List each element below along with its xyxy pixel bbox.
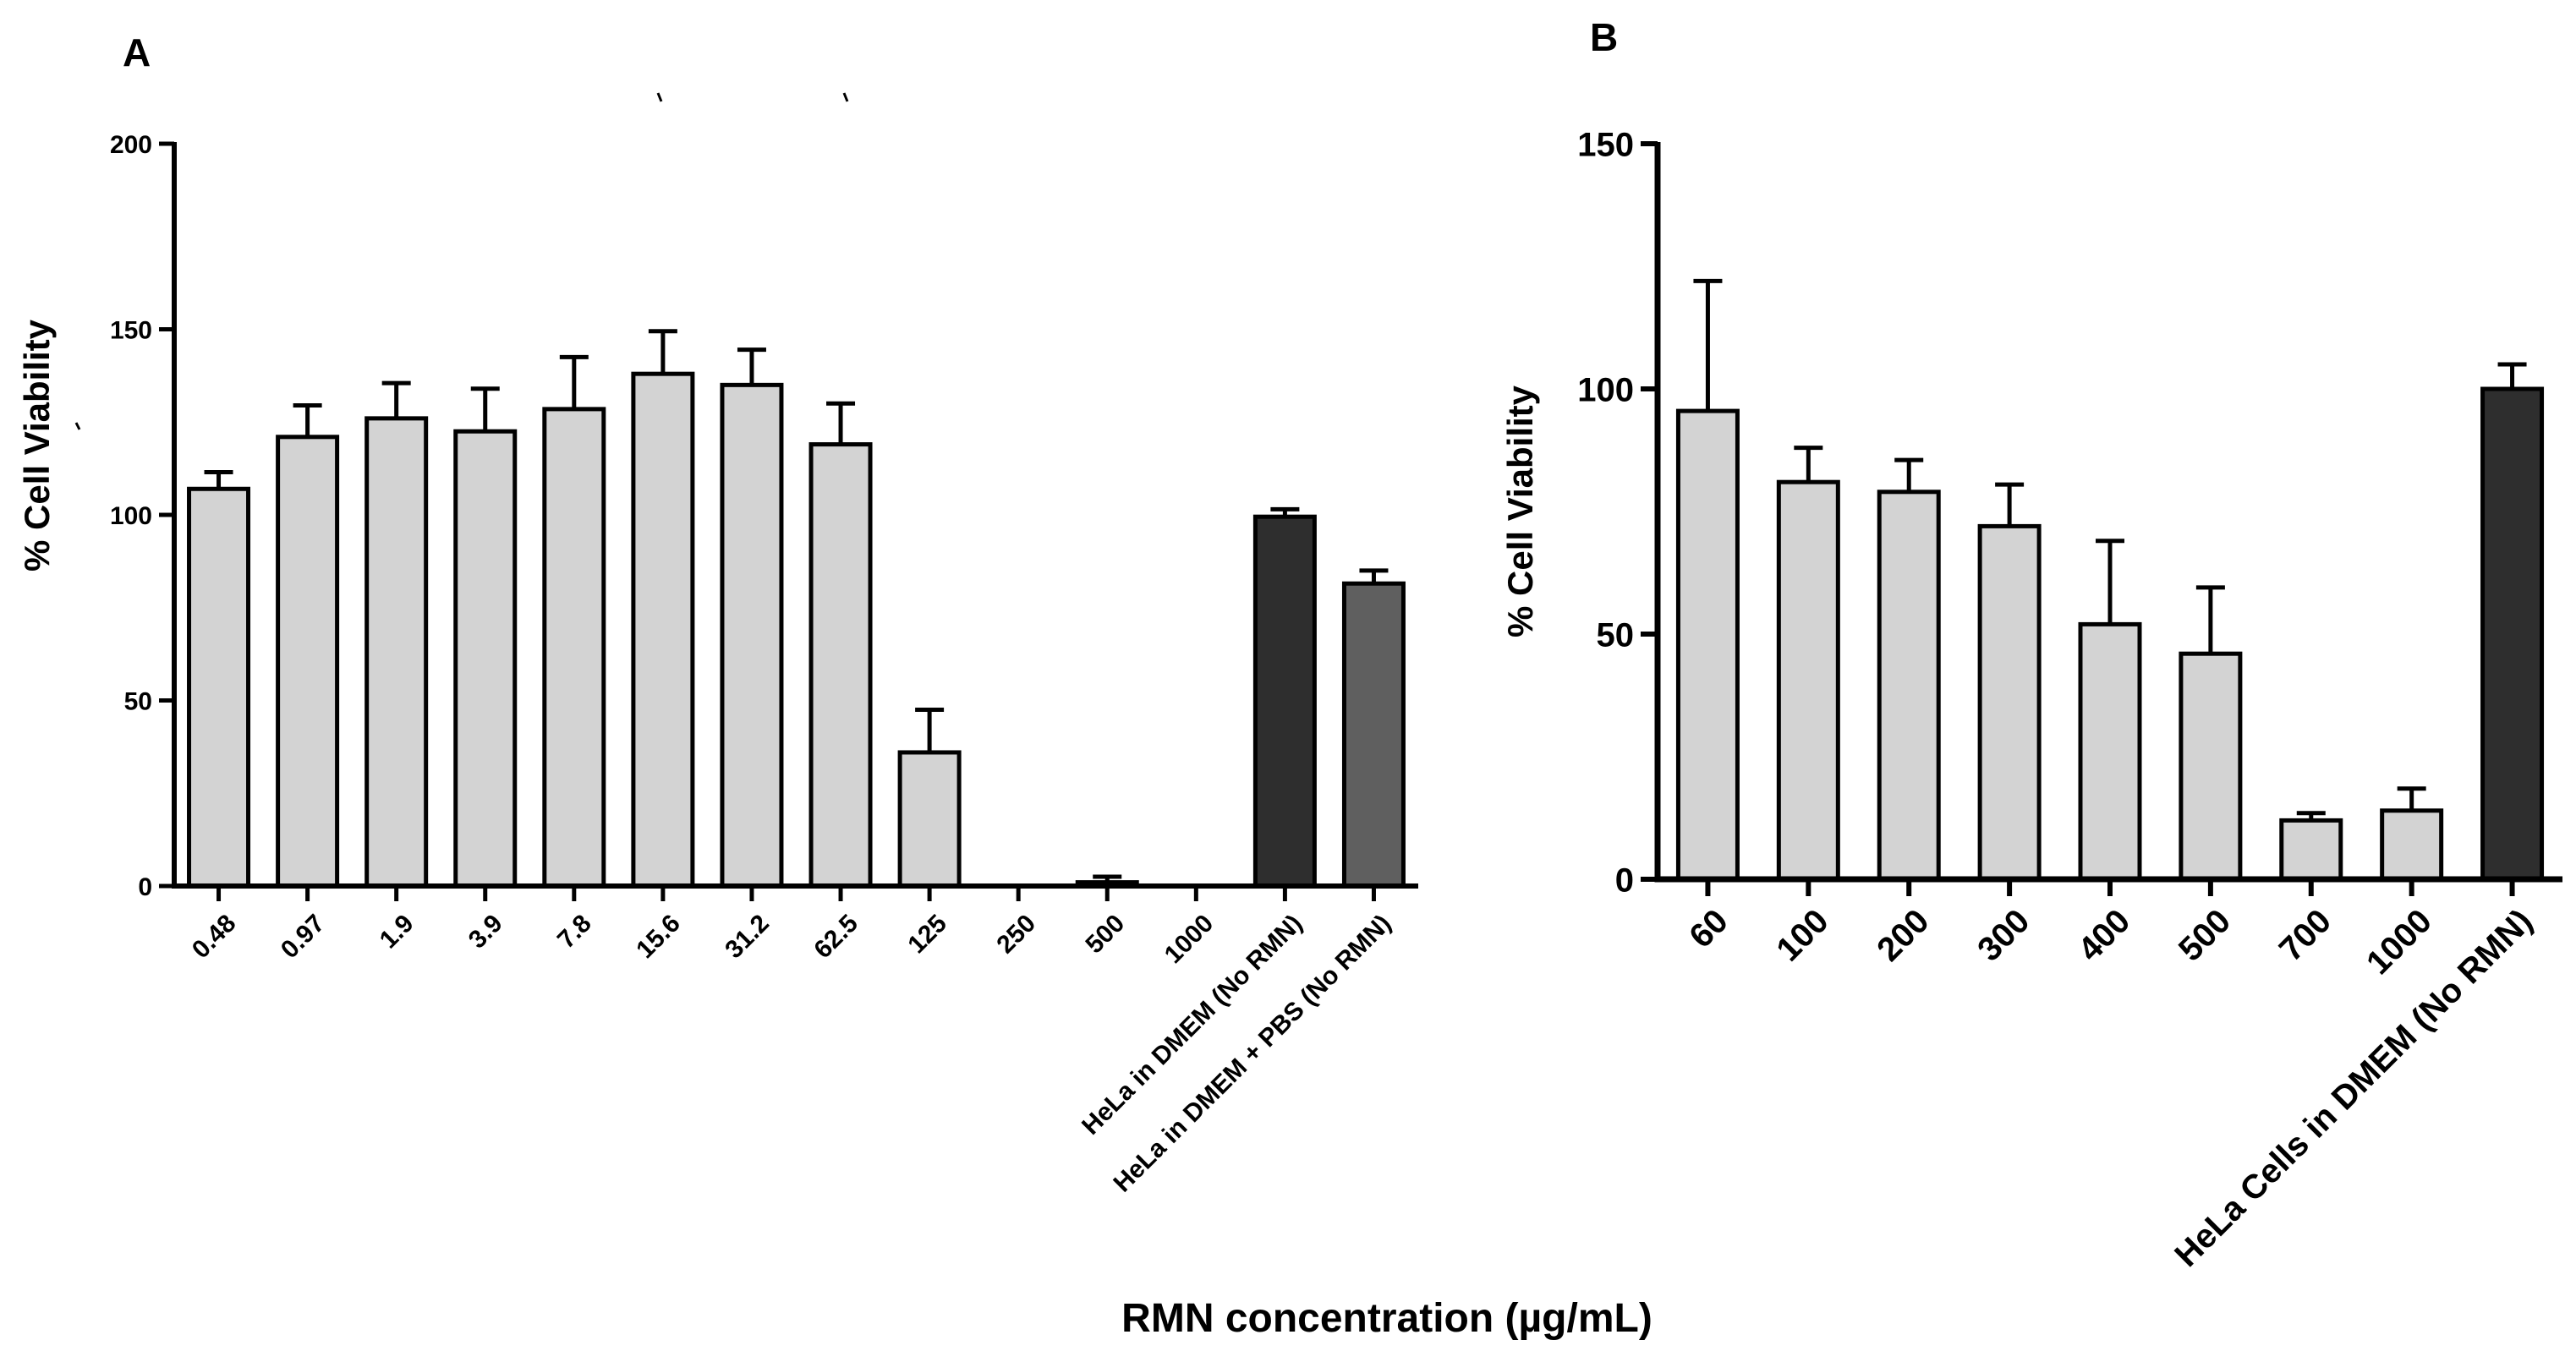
bar xyxy=(1977,523,2042,882)
y-tick-label: 50 xyxy=(1597,616,1635,654)
bar xyxy=(1877,490,1941,882)
panel-letter-b: B xyxy=(1590,15,1618,59)
bar xyxy=(631,371,695,889)
y-tick-label: 50 xyxy=(124,687,152,715)
bar xyxy=(808,442,873,889)
bar xyxy=(720,382,784,889)
y-tick-label: 150 xyxy=(110,316,152,344)
bar xyxy=(897,750,962,889)
bar xyxy=(276,435,340,889)
y-tick-label: 0 xyxy=(1615,862,1634,899)
stray-mark xyxy=(842,92,849,102)
y-axis-label-b: % Cell Viability xyxy=(1500,385,1540,637)
x-tick-label: 1000 xyxy=(1159,910,1219,970)
stray-mark xyxy=(656,92,663,102)
y-tick-label: 100 xyxy=(110,502,152,530)
x-tick-label: 400 xyxy=(2071,902,2137,968)
bar xyxy=(2480,386,2545,882)
x-tick-label: 15.6 xyxy=(631,910,686,965)
bar xyxy=(1341,581,1406,889)
x-tick-label: 125 xyxy=(902,910,952,960)
x-tick-label: 0.97 xyxy=(276,910,331,965)
x-tick-label: 200 xyxy=(1870,902,1936,968)
bar xyxy=(1252,514,1317,889)
x-tick-label: 1000 xyxy=(2360,902,2439,982)
x-tick-label: 700 xyxy=(2272,902,2338,968)
x-tick-label: 100 xyxy=(1769,902,1835,968)
bar xyxy=(2380,808,2444,882)
bar xyxy=(2179,651,2243,882)
y-tick-label: 200 xyxy=(110,131,152,159)
x-tick-label: 60 xyxy=(1682,902,1735,955)
x-tick-label: 300 xyxy=(1970,902,2036,968)
x-tick-label: 0.48 xyxy=(187,910,242,965)
x-axis-label: RMN concentration (µg/mL) xyxy=(1121,1296,1652,1341)
bar xyxy=(2279,818,2343,882)
bar xyxy=(542,407,606,889)
x-tick-label: 500 xyxy=(2172,902,2238,968)
bar xyxy=(187,486,251,889)
stray-mark xyxy=(74,422,81,430)
y-tick-label: 150 xyxy=(1577,126,1634,163)
bar xyxy=(453,429,518,889)
x-tick-label: 500 xyxy=(1080,910,1130,960)
bar xyxy=(364,416,429,889)
x-tick-label: HeLa Cells in DMEM (No RMN) xyxy=(2168,902,2540,1274)
bar xyxy=(2078,621,2142,882)
bar xyxy=(1675,408,1740,882)
panel-letter-a: A xyxy=(123,30,151,74)
y-tick-label: 100 xyxy=(1577,371,1634,408)
x-tick-label: 250 xyxy=(991,910,1041,960)
x-tick-label: 62.5 xyxy=(808,910,863,965)
y-axis-label-a: % Cell Viability xyxy=(17,319,57,572)
bar xyxy=(1776,479,1840,882)
x-tick-label: 31.2 xyxy=(720,910,775,965)
x-tick-label: 1.9 xyxy=(375,910,419,954)
y-tick-label: 0 xyxy=(138,873,152,901)
x-tick-label: 7.8 xyxy=(552,910,597,954)
x-tick-label: 3.9 xyxy=(463,910,508,954)
chart-panel-a: 0 50 100 150 200 0.48 0.97 1.9 3.9 7.8 15.6 31.2 62.… xyxy=(110,131,1418,1198)
